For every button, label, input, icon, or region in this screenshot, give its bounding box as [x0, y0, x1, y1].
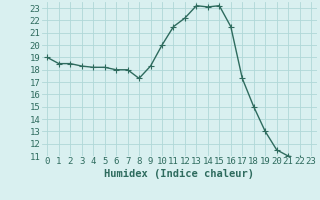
X-axis label: Humidex (Indice chaleur): Humidex (Indice chaleur) — [104, 169, 254, 179]
